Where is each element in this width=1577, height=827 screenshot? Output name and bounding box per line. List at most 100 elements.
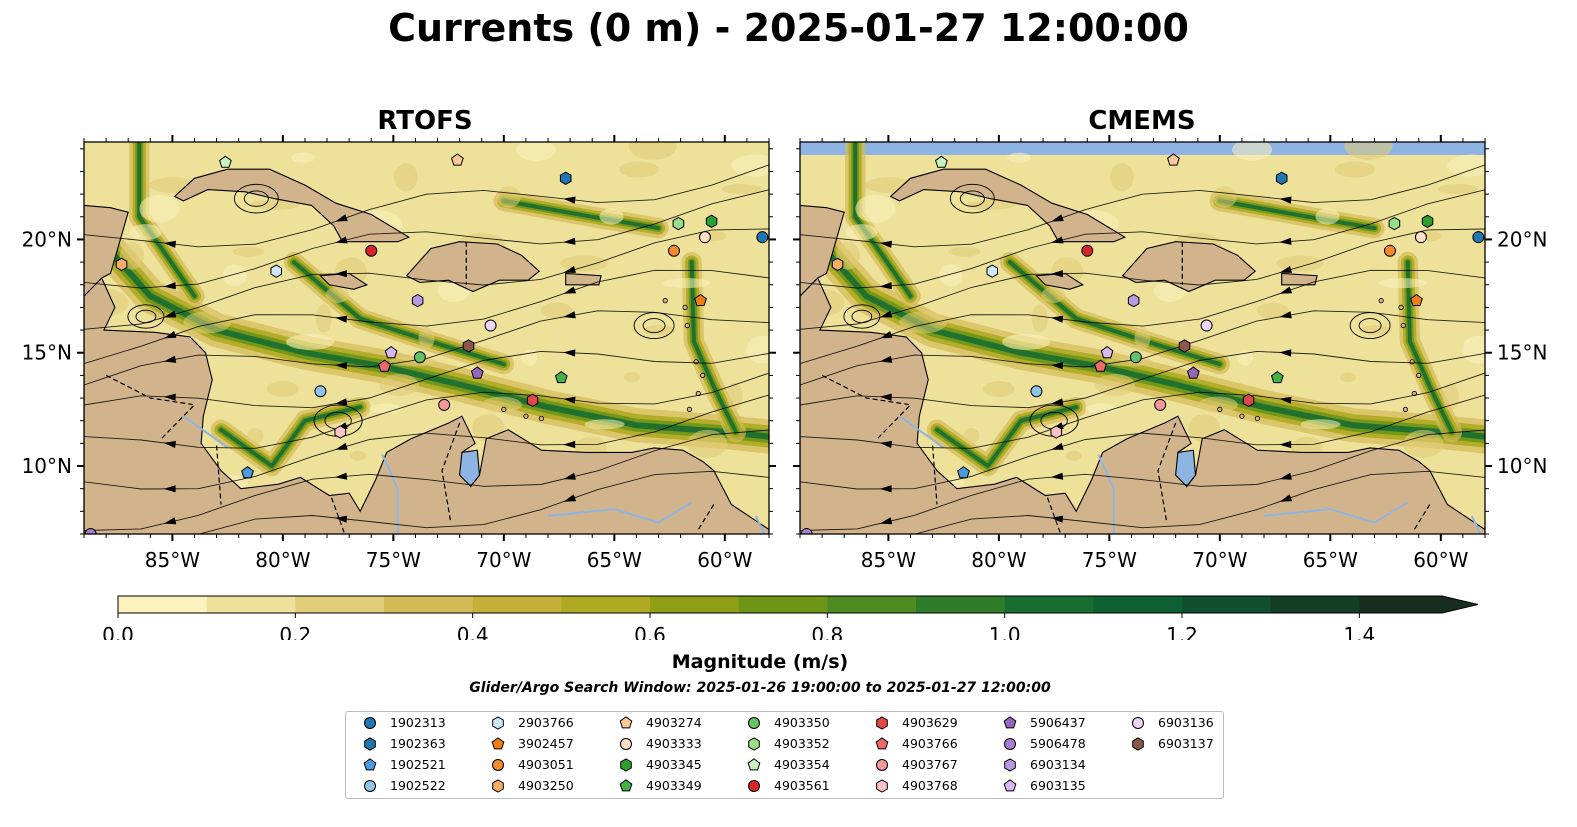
colorbar-segment [1004, 596, 1094, 613]
platform-marker [451, 153, 464, 166]
platform-marker [484, 319, 497, 332]
legend-label: 4903766 [902, 736, 958, 751]
lat-tick-label: 20°N [1497, 227, 1547, 251]
panel-title-rtofs: RTOFS [377, 106, 473, 136]
platform-marker [270, 264, 282, 278]
legend-marker [1132, 737, 1144, 751]
legend-label: 4903051 [518, 757, 574, 772]
panel-title-cmems: CMEMS [1088, 106, 1196, 136]
platform-marker [365, 244, 378, 257]
platform-marker [411, 293, 424, 308]
map-panel-cmems: 85°W 80°W 75°W 70°W 65°W 60°W 20°N 15°N 10°N [793, 135, 1547, 572]
legend-label: 6903137 [1158, 736, 1214, 751]
platform-marker [1242, 393, 1255, 407]
legend-label: 4903767 [902, 757, 958, 772]
lon-tick-label: 85°W [145, 548, 200, 572]
platform-marker [1410, 293, 1423, 306]
lon-tick-label: 80°W [255, 548, 310, 572]
legend-marker-shape [876, 759, 888, 771]
colorbar-segment [1182, 596, 1272, 613]
legend-marker-shape [491, 737, 505, 750]
legend-label: 1902363 [390, 736, 446, 751]
legend-marker [364, 737, 376, 751]
no-data-band [800, 142, 1485, 155]
platform-marker [334, 425, 347, 439]
legend-marker-shape [1132, 737, 1144, 751]
platform-marker [554, 370, 568, 384]
lat-tick-label: 15°N [1497, 341, 1547, 365]
legend-marker-shape [492, 716, 504, 730]
legend-label: 2903766 [518, 715, 574, 730]
legend-marker-shape [1132, 717, 1144, 729]
legend-label: 1902522 [390, 778, 446, 793]
legend-marker [619, 716, 633, 729]
platform-marker [1383, 244, 1396, 257]
colorbar-segment [1270, 596, 1360, 613]
legend-marker [620, 758, 632, 772]
legend-marker [364, 717, 376, 729]
platform-marker [413, 351, 426, 364]
legend-label: 4903629 [902, 715, 958, 730]
legend-marker-shape [876, 716, 888, 730]
legend-label: 3902457 [518, 736, 574, 751]
platform-marker [1167, 153, 1180, 166]
colorbar-tick-label: 0.4 [457, 623, 489, 640]
colorbar-extend-arrow [1359, 596, 1478, 613]
page-title: Currents (0 m) - 2025-01-27 12:00:00 [388, 6, 1189, 50]
lat-tick-label: 10°N [1497, 454, 1547, 478]
map-panel-rtofs: 85°W 80°W 75°W 70°W 65°W 60°W 20°N 15°N 10°N [22, 135, 776, 572]
colorbar-segment [206, 596, 296, 613]
colorbar-segment [650, 596, 740, 613]
platform-marker [1178, 339, 1191, 353]
platform-marker [462, 339, 475, 353]
legend-marker-shape [1004, 758, 1016, 772]
legend-marker-shape [620, 758, 632, 772]
legend-marker [1004, 738, 1016, 750]
lon-tick-label: 75°W [366, 548, 421, 572]
platform-marker [667, 244, 680, 257]
legend-marker-shape [748, 717, 760, 729]
legend-marker [1003, 716, 1017, 729]
legend-marker-shape [748, 780, 760, 792]
colorbar-tick-label: 1.2 [1166, 623, 1198, 640]
platform-marker [1275, 171, 1288, 185]
platform-marker [1270, 370, 1284, 384]
legend-marker-shape [1004, 738, 1016, 750]
legend-marker [363, 758, 377, 771]
legend-marker [748, 780, 760, 792]
platform-marker [935, 155, 948, 168]
platform-marker [438, 398, 451, 411]
legend-label: 4903350 [774, 715, 830, 730]
colorbar-tick-label: 0.8 [811, 623, 843, 640]
lon-tick-label: 65°W [587, 548, 642, 572]
legend-marker-shape [619, 716, 633, 729]
legend-marker [492, 759, 504, 771]
legend-marker-shape [492, 779, 504, 793]
legend-label: 4903352 [774, 736, 830, 751]
legend-label: 1902521 [390, 757, 446, 772]
platform-marker [219, 155, 232, 168]
platform-marker [1127, 293, 1140, 308]
legend-label: 4903333 [646, 736, 702, 751]
platform-marker [986, 264, 998, 278]
colorbar-tick-label: 1.4 [1343, 623, 1375, 640]
lon-tick-label: 85°W [861, 548, 916, 572]
platform-marker [672, 216, 685, 231]
platform-marker [241, 466, 254, 479]
legend-label: 6903134 [1030, 757, 1086, 772]
lat-tick-label: 15°N [22, 341, 72, 365]
colorbar-segment [916, 596, 1006, 613]
colorbar-segment [295, 596, 385, 613]
colorbar-label: Magnitude (m/s) [671, 651, 849, 673]
colorbar-tick-label: 1.0 [989, 623, 1021, 640]
colorbar-tick-label: 0.2 [279, 623, 311, 640]
platform-marker [1030, 385, 1043, 398]
legend-marker [619, 779, 633, 792]
legend-marker-shape [1003, 716, 1017, 729]
platform-marker [559, 171, 572, 185]
legend-label: 5906437 [1030, 715, 1086, 730]
platform-marker [1129, 351, 1142, 364]
legend-marker [1003, 779, 1017, 792]
lon-tick-label: 70°W [1192, 548, 1247, 572]
platform-marker [1154, 398, 1167, 411]
